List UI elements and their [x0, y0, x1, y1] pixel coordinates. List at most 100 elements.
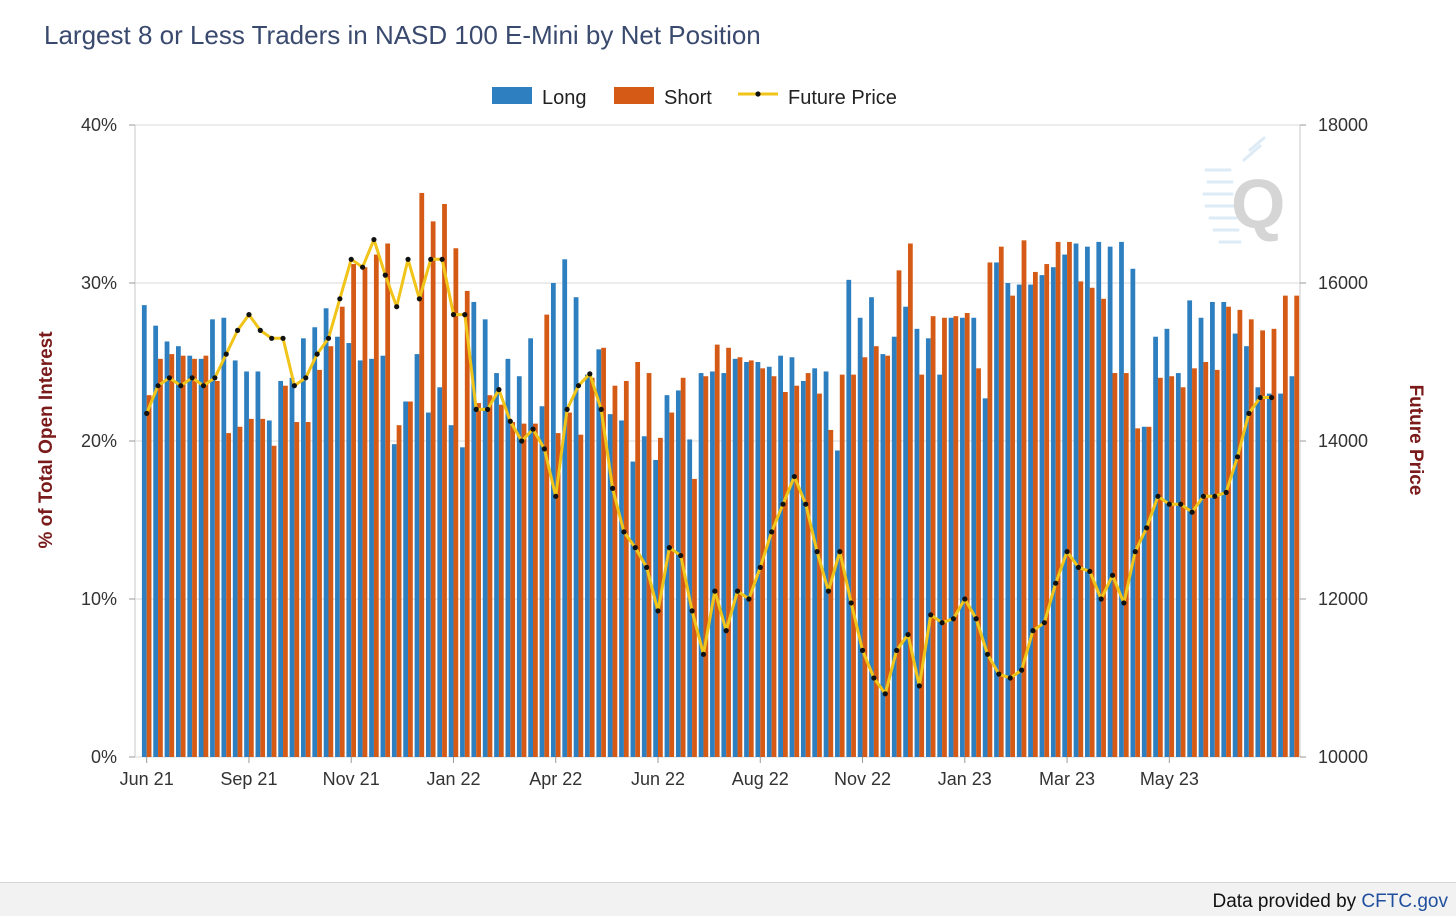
- bar-long-100: [1278, 393, 1283, 757]
- bar-short-15: [317, 369, 322, 757]
- x-tick-label: Sep 21: [220, 769, 277, 789]
- bar-long-92: [1187, 300, 1193, 757]
- bar-long-5: [198, 358, 204, 757]
- bar-long-59: [812, 368, 818, 757]
- bar-long-20: [369, 358, 374, 757]
- bar-long-95: [1221, 301, 1227, 757]
- price-point-79: [1041, 620, 1047, 626]
- price-point-95: [1223, 489, 1229, 495]
- price-point-42: [621, 529, 627, 535]
- bar-long-68: [914, 328, 920, 757]
- price-point-94: [1212, 493, 1218, 499]
- price-point-5: [200, 383, 207, 389]
- bar-short-78: [1032, 271, 1038, 757]
- bar-short-17: [339, 306, 345, 757]
- bar-short-12: [283, 385, 288, 757]
- bar-short-22: [396, 425, 402, 757]
- bar-short-26: [442, 204, 447, 757]
- bar-short-1: [158, 358, 163, 757]
- legend-short[interactable]: Short: [614, 87, 712, 109]
- y2-tick-label: 16000: [1318, 273, 1368, 293]
- bar-long-75: [994, 262, 999, 757]
- price-line: [144, 236, 1275, 697]
- x-tick-label: Aug 22: [732, 769, 789, 789]
- price-point-31: [496, 387, 502, 393]
- price-point-82: [1075, 564, 1082, 571]
- bar-long-21: [380, 355, 386, 757]
- footer: Data provided by CFTC.gov: [0, 882, 1456, 916]
- bar-long-1: [153, 325, 159, 757]
- y-tick-label: 10%: [81, 589, 117, 609]
- price-point-47: [678, 552, 684, 559]
- price-point-69: [928, 612, 934, 618]
- price-point-39: [587, 371, 593, 377]
- bar-long-85: [1107, 246, 1113, 757]
- bar-short-21: [385, 243, 391, 757]
- bar-short-55: [771, 376, 777, 757]
- x-tick-label: Mar 23: [1039, 769, 1095, 789]
- legend-future-price[interactable]: Future Price: [738, 87, 897, 109]
- bar-long-19: [357, 360, 363, 757]
- bar-short-70: [942, 317, 947, 757]
- bar-long-76: [1005, 283, 1011, 757]
- price-point-80: [1053, 580, 1059, 586]
- price-point-87: [1132, 549, 1138, 555]
- bar-long-39: [585, 374, 590, 757]
- bar-short-0: [146, 395, 152, 757]
- bar-long-10: [255, 371, 261, 757]
- bar-short-96: [1237, 309, 1243, 757]
- footer-prefix: Data provided by: [1212, 891, 1362, 912]
- bar-long-69: [925, 338, 931, 757]
- bar-long-79: [1039, 275, 1045, 757]
- bar-long-18: [346, 343, 352, 757]
- bar-short-27: [453, 248, 459, 758]
- bar-short-90: [1169, 376, 1175, 757]
- price-point-48: [689, 608, 695, 614]
- bar-long-4: [187, 355, 193, 757]
- bar-short-63: [862, 357, 868, 757]
- price-point-98: [1257, 394, 1263, 401]
- bar-short-52: [737, 357, 743, 757]
- legend[interactable]: Long Short Future Price: [492, 87, 897, 109]
- bar-short-44: [646, 373, 652, 757]
- bar-long-55: [766, 366, 772, 757]
- bar-long-12: [278, 380, 284, 757]
- bar-long-46: [664, 395, 670, 757]
- price-point-57: [791, 473, 797, 480]
- price-point-4: [189, 375, 195, 381]
- bar-short-18: [351, 264, 356, 757]
- bar-short-32: [510, 422, 516, 757]
- legend-long[interactable]: Long: [492, 87, 587, 109]
- price-point-26: [439, 256, 445, 262]
- price-point-41: [609, 485, 616, 491]
- price-point-49: [700, 651, 707, 657]
- bar-short-69: [930, 316, 936, 757]
- bar-long-0: [141, 305, 147, 757]
- bar-long-43: [630, 461, 636, 757]
- bar-long-74: [982, 398, 988, 757]
- y-tick-label: 40%: [81, 115, 117, 135]
- bar-long-38: [573, 297, 579, 757]
- bar-short-20: [373, 254, 379, 757]
- bar-short-50: [714, 344, 720, 757]
- y-tick-label: 20%: [81, 431, 117, 451]
- footer-credit: Data provided by CFTC.gov: [1213, 891, 1449, 913]
- bar-short-14: [305, 422, 311, 757]
- cftc-link[interactable]: CFTC.gov: [1361, 891, 1448, 912]
- bar-short-39: [589, 377, 595, 757]
- price-point-18: [348, 256, 354, 262]
- legend-future-price-label: Future Price: [788, 87, 897, 109]
- y2-tick-label: 12000: [1318, 589, 1368, 609]
- bar-long-52: [732, 358, 738, 757]
- bar-long-6: [210, 319, 215, 757]
- y2-tick-label: 10000: [1318, 747, 1368, 767]
- bar-short-92: [1192, 368, 1197, 757]
- bar-short-30: [487, 395, 493, 757]
- bar-short-8: [237, 426, 243, 757]
- price-point-24: [416, 296, 422, 302]
- price-point-16: [325, 335, 332, 341]
- bar-long-72: [960, 317, 965, 757]
- bar-long-86: [1119, 241, 1124, 758]
- price-point-17: [337, 296, 343, 302]
- bar-short-25: [430, 221, 436, 757]
